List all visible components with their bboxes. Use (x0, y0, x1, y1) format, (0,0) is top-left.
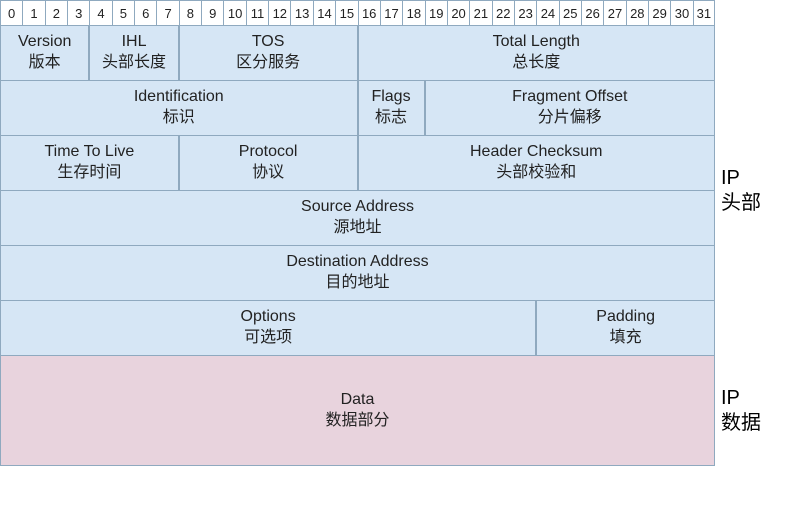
field-cn: 数据部分 (325, 411, 389, 432)
header-row: Identification 标识 Flags 标志 Fragment Offs… (0, 81, 715, 136)
field-data: Data 数据部分 (0, 356, 715, 466)
field-en: Identification (134, 87, 224, 108)
field-cn: 版本 (29, 53, 61, 74)
ip-header-diagram: 0 1 2 3 4 5 6 7 8 9 10 11 12 13 14 15 16… (0, 0, 792, 466)
field-cn: 标志 (375, 108, 407, 129)
field-padding: Padding 填充 (536, 301, 715, 356)
bit-num: 29 (648, 0, 670, 26)
field-en: Protocol (239, 142, 298, 163)
bit-num: 26 (581, 0, 603, 26)
side-label-data: IP 数据 (715, 356, 792, 466)
field-cn: 头部校验和 (496, 163, 576, 184)
bit-num: 5 (112, 0, 134, 26)
bit-num: 23 (514, 0, 536, 26)
bit-num: 13 (290, 0, 312, 26)
bit-num: 25 (559, 0, 581, 26)
field-cn: 协议 (252, 163, 284, 184)
field-cn: 目的地址 (325, 273, 389, 294)
field-en: Fragment Offset (512, 87, 627, 108)
bit-num: 2 (45, 0, 67, 26)
side-line: IP (721, 386, 740, 411)
bit-num: 4 (89, 0, 111, 26)
bit-num: 1 (22, 0, 44, 26)
bit-num: 31 (693, 0, 715, 26)
field-source-address: Source Address 源地址 (0, 191, 715, 246)
field-en: Source Address (301, 197, 414, 218)
bit-num: 18 (402, 0, 424, 26)
bit-num: 24 (536, 0, 558, 26)
data-row: Data 数据部分 (0, 356, 715, 466)
bit-num: 16 (358, 0, 380, 26)
field-fragment-offset: Fragment Offset 分片偏移 (425, 81, 715, 136)
field-en: TOS (252, 32, 285, 53)
field-en: Destination Address (286, 252, 428, 273)
bit-num: 15 (335, 0, 357, 26)
field-cn: 填充 (610, 328, 642, 349)
bit-num: 0 (0, 0, 22, 26)
field-en: Data (341, 390, 375, 411)
bit-num: 28 (626, 0, 648, 26)
bit-num: 3 (67, 0, 89, 26)
field-ihl: IHL 头部长度 (89, 26, 178, 81)
side-line: 头部 (721, 191, 761, 216)
bit-num: 8 (179, 0, 201, 26)
side-line: IP (721, 166, 740, 191)
header-row: Options 可选项 Padding 填充 (0, 301, 715, 356)
bit-ruler: 0 1 2 3 4 5 6 7 8 9 10 11 12 13 14 15 16… (0, 0, 715, 26)
field-en: Total Length (493, 32, 580, 53)
bit-num: 11 (246, 0, 268, 26)
field-cn: 标识 (163, 108, 195, 129)
side-line: 数据 (721, 411, 761, 436)
field-cn: 头部长度 (102, 53, 166, 74)
field-cn: 可选项 (244, 328, 292, 349)
field-cn: 生存时间 (57, 163, 121, 184)
field-total-length: Total Length 总长度 (358, 26, 716, 81)
field-cn: 源地址 (333, 218, 381, 239)
field-en: Header Checksum (470, 142, 603, 163)
bit-num: 30 (670, 0, 692, 26)
header-row: Time To Live 生存时间 Protocol 协议 Header Che… (0, 136, 715, 191)
bit-num: 27 (603, 0, 625, 26)
bit-num: 14 (313, 0, 335, 26)
field-tos: TOS 区分服务 (179, 26, 358, 81)
field-cn: 区分服务 (236, 53, 300, 74)
field-cn: 总长度 (512, 53, 560, 74)
bit-num: 10 (223, 0, 245, 26)
bit-num: 20 (447, 0, 469, 26)
field-en: Options (241, 307, 296, 328)
field-en: Version (18, 32, 71, 53)
field-cn: 分片偏移 (538, 108, 602, 129)
field-options: Options 可选项 (0, 301, 536, 356)
side-label-header: IP 头部 (715, 26, 792, 356)
field-version: Version 版本 (0, 26, 89, 81)
header-row: Version 版本 IHL 头部长度 TOS 区分服务 Total Lengt… (0, 26, 715, 81)
packet-table: 0 1 2 3 4 5 6 7 8 9 10 11 12 13 14 15 16… (0, 0, 715, 466)
field-flags: Flags 标志 (358, 81, 425, 136)
side-spacer (715, 0, 792, 26)
field-en: Time To Live (44, 142, 134, 163)
field-en: IHL (122, 32, 147, 53)
field-header-checksum: Header Checksum 头部校验和 (358, 136, 716, 191)
bit-num: 12 (268, 0, 290, 26)
bit-num: 6 (134, 0, 156, 26)
field-en: Padding (596, 307, 655, 328)
bit-num: 19 (425, 0, 447, 26)
field-en: Flags (371, 87, 410, 108)
field-destination-address: Destination Address 目的地址 (0, 246, 715, 301)
header-row: Source Address 源地址 (0, 191, 715, 246)
field-identification: Identification 标识 (0, 81, 358, 136)
header-row: Destination Address 目的地址 (0, 246, 715, 301)
bit-num: 22 (492, 0, 514, 26)
bit-num: 17 (380, 0, 402, 26)
bit-num: 9 (201, 0, 223, 26)
side-annotations: IP 头部 IP 数据 (715, 0, 792, 466)
field-ttl: Time To Live 生存时间 (0, 136, 179, 191)
bit-num: 21 (469, 0, 491, 26)
bit-num: 7 (156, 0, 178, 26)
field-protocol: Protocol 协议 (179, 136, 358, 191)
